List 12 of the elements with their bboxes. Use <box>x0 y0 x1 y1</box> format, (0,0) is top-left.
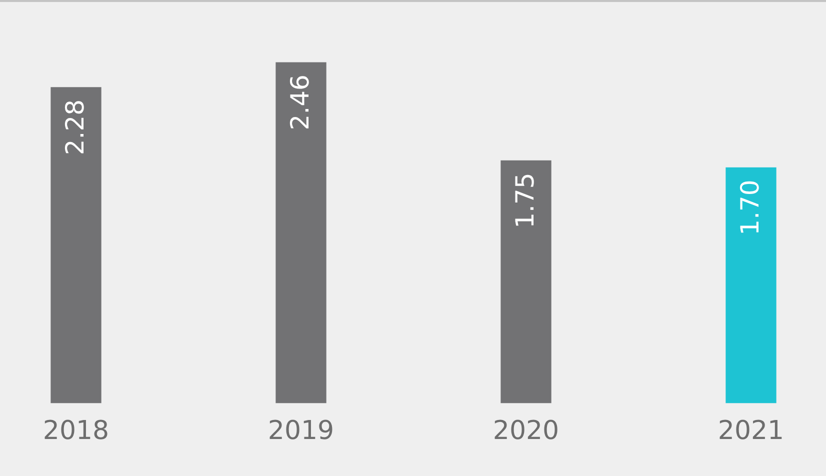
data-label: 2.28 <box>60 99 90 156</box>
bar <box>276 62 326 404</box>
x-tick-label: 2020 <box>492 416 560 446</box>
x-tick-label: 2018 <box>42 416 110 446</box>
bar <box>50 87 102 404</box>
data-label: 1.70 <box>736 180 764 236</box>
x-tick-label: 2021 <box>718 416 784 446</box>
bar <box>500 160 552 404</box>
data-label: 2.46 <box>286 74 314 130</box>
bar <box>726 167 776 404</box>
data-label: 1.75 <box>510 172 540 228</box>
x-tick-label: 2019 <box>268 416 334 446</box>
